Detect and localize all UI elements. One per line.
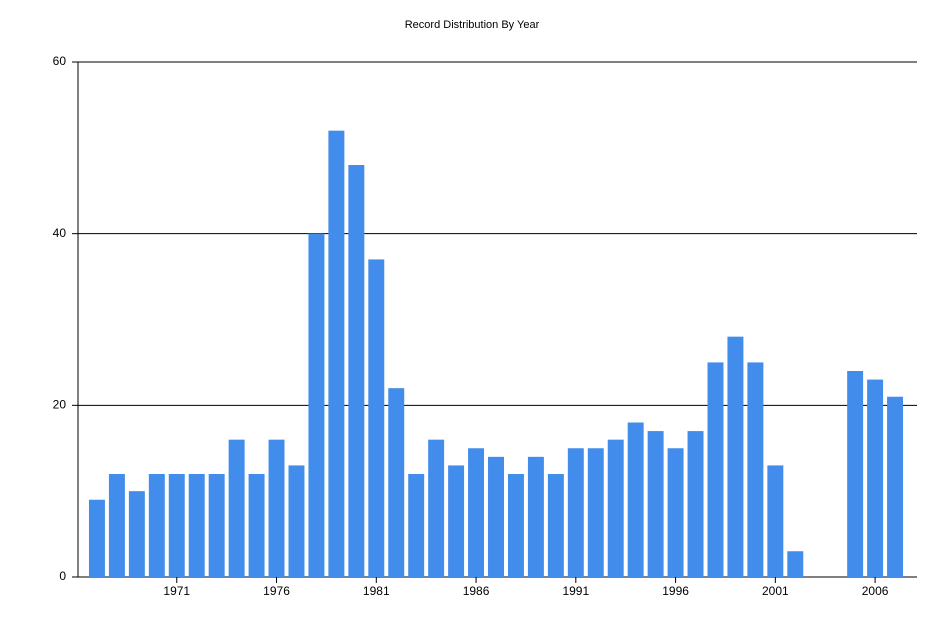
x-tick-label: 2006 <box>862 584 889 598</box>
x-tick-label: 1996 <box>662 584 689 598</box>
bar <box>388 388 405 577</box>
bar <box>587 448 604 577</box>
bar <box>847 371 864 577</box>
bar <box>867 379 884 577</box>
bar <box>787 551 804 577</box>
chart-title: Record Distribution By Year <box>405 19 540 31</box>
y-tick-label: 40 <box>53 226 67 240</box>
bar <box>88 499 105 577</box>
bar <box>747 362 764 577</box>
bar <box>128 491 145 577</box>
x-tick-label: 1981 <box>363 584 390 598</box>
bar <box>567 448 584 577</box>
bar <box>168 474 185 577</box>
bar <box>408 474 425 577</box>
bar <box>647 431 664 577</box>
x-tick-label: 1986 <box>463 584 490 598</box>
x-tick-label: 1991 <box>562 584 589 598</box>
bar <box>507 474 524 577</box>
bar <box>527 456 544 577</box>
bar <box>188 474 205 577</box>
y-tick-label: 60 <box>53 54 67 68</box>
x-tick-label: 2001 <box>762 584 789 598</box>
bar <box>108 474 125 577</box>
bar <box>488 456 504 577</box>
bar <box>667 448 684 577</box>
bar <box>248 474 265 577</box>
bar <box>727 336 744 577</box>
bar <box>887 396 904 577</box>
bar <box>328 130 345 577</box>
bar <box>308 233 325 577</box>
bar <box>208 474 225 577</box>
bar <box>148 474 165 577</box>
bar <box>348 165 365 577</box>
bar <box>368 259 385 577</box>
bar <box>428 439 445 577</box>
bar <box>767 465 784 577</box>
y-tick-label: 0 <box>59 569 66 583</box>
x-tick-label: 1971 <box>163 584 190 598</box>
bar <box>468 448 485 577</box>
bar <box>707 362 724 577</box>
y-tick-label: 20 <box>53 398 67 412</box>
bar <box>228 439 245 577</box>
bar <box>547 474 564 577</box>
bar <box>607 439 624 577</box>
bar <box>268 439 285 577</box>
x-tick-label: 1976 <box>263 584 290 598</box>
bar <box>448 465 465 577</box>
bar <box>687 431 704 577</box>
bar <box>627 422 644 577</box>
bar <box>288 465 305 577</box>
